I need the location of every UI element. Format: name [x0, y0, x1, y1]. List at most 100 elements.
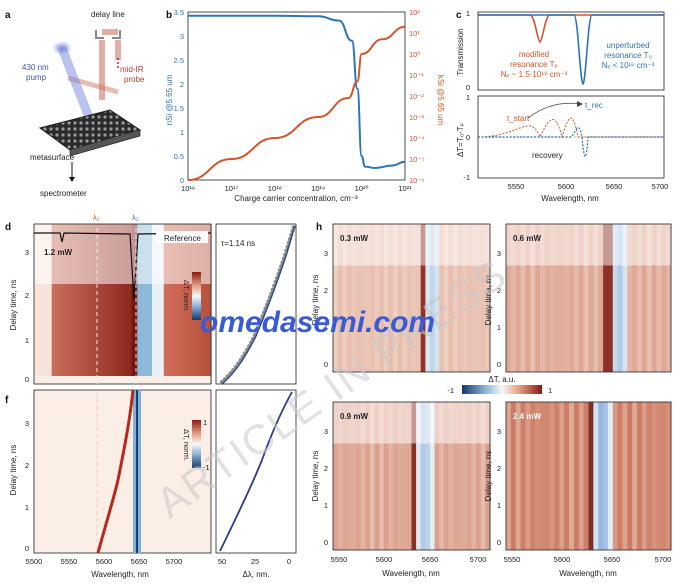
b-ytick-right: 10² — [409, 8, 420, 17]
h-heat-column — [622, 402, 628, 550]
h-heat-column — [485, 402, 491, 550]
h-xlabel: Wavelength, nm — [382, 569, 440, 578]
d-heat-column — [84, 224, 88, 384]
panel-b-left-ticks: 0 0.5 1 1.5 2 2.5 3 3.5 — [174, 8, 184, 185]
h-heat-column — [476, 224, 482, 372]
f-ytick: 2 — [25, 461, 29, 470]
h-xtick: 5650 — [604, 555, 621, 564]
panel-b-ylabel-left: nSi @5.65 um — [165, 74, 174, 125]
c-top-ylabel: Transmission — [456, 28, 465, 75]
d-heat-column — [134, 224, 138, 384]
d-heat-column — [48, 224, 53, 384]
b-ytick-right: 10⁰ — [409, 50, 420, 59]
b-ytick-left: 2 — [180, 80, 184, 89]
h-heat-column — [554, 402, 560, 550]
d-heat-column — [110, 224, 115, 384]
d-heat-column — [169, 224, 174, 384]
c-top-ytick: 1 — [466, 9, 470, 18]
h-heat-column — [457, 402, 463, 550]
h-heat-column — [333, 224, 339, 372]
b-ytick-right: 10⁻² — [409, 92, 424, 101]
h-heat-column — [356, 224, 362, 372]
h-heat-column — [607, 224, 614, 372]
c-xlabel: Wavelength, nm — [541, 194, 599, 203]
h-heat-column — [402, 402, 408, 550]
b-ytick-right: 10¹ — [409, 29, 420, 38]
h-ytick: 1 — [324, 323, 328, 332]
h-heat-column — [430, 224, 436, 372]
h-xtick: 5600 — [554, 555, 571, 564]
b-ytick-left: 1.5 — [174, 104, 184, 113]
f-cbar-tick: -1 — [203, 463, 210, 472]
f-xtick: 5500 — [26, 557, 43, 566]
h-heat-column — [535, 402, 541, 550]
panel-c: c 1 0 Transmission modified resonance Tₚ… — [456, 9, 668, 203]
modified-label-3: Nₑ ~ 1.5·10¹⁹ cm⁻³ — [501, 70, 568, 79]
d-heat-column — [137, 224, 141, 384]
panel-f-letter: f — [5, 395, 9, 406]
h-axes-1 — [332, 223, 491, 373]
h-ytick: 3 — [324, 249, 328, 258]
d-heat-column — [202, 224, 206, 384]
panel-f-axes — [33, 389, 212, 554]
h-heat-column — [530, 224, 536, 372]
h-ytick: 3 — [497, 427, 501, 436]
h-heat-column — [480, 224, 486, 372]
d-heat-column — [60, 224, 65, 384]
h-ytick: 3 — [497, 249, 501, 258]
pump-label-2: pump — [26, 73, 47, 82]
d-ytick: 0 — [25, 375, 29, 384]
h-heat-column — [388, 402, 394, 550]
h-heat-column — [420, 224, 426, 372]
d-ytick: 1 — [25, 336, 29, 345]
h-heat-column — [641, 224, 648, 372]
b-ytick-right: 10⁻⁶ — [409, 176, 424, 185]
h-heat-column — [360, 402, 366, 550]
h-ytick: 1 — [497, 323, 501, 332]
f-cbar-label: ΔT, norm. — [182, 429, 191, 461]
d-heat-column — [131, 224, 135, 384]
d-heat-column — [78, 224, 82, 384]
h-heat-column — [617, 224, 623, 372]
h-heat-column — [525, 224, 531, 372]
h-heat-column — [510, 402, 517, 550]
h-heat-column — [351, 402, 357, 550]
d-heat-column — [87, 224, 91, 384]
d-heat-column — [34, 224, 38, 384]
unperturbed-label-2: resonance T₀ — [604, 51, 652, 60]
h-heat-column — [603, 402, 609, 550]
f-xtick: 5550 — [61, 557, 78, 566]
c-xtick: 5700 — [652, 182, 669, 191]
h-heat-column — [666, 402, 672, 550]
h-heat-column — [346, 402, 352, 550]
d-fade-bottom — [34, 376, 211, 384]
d-heat-column — [54, 224, 59, 384]
d-cbar-label: ΔT, norm. — [182, 280, 191, 312]
h-ylabel: Delay time, ns — [484, 451, 493, 502]
h-heat-column — [525, 402, 531, 550]
h-fade-top — [506, 224, 671, 266]
panel-c-top-axes — [477, 11, 665, 91]
metasurface-label: metasurface — [30, 153, 75, 162]
h-heat-column — [402, 224, 408, 372]
panel-e-axes — [215, 223, 297, 385]
h-heat-column — [622, 224, 628, 372]
d-heat-column — [63, 224, 68, 384]
h-xlabel: Wavelength, nm — [559, 569, 617, 578]
h-heat-column — [425, 402, 431, 550]
h-heat-column — [617, 402, 623, 550]
g-xlabel: Δλ, nm. — [242, 570, 269, 579]
tau-label: τ=1.14 ns — [221, 239, 255, 248]
recovery-label: recovery — [532, 151, 563, 160]
h-heat-column — [439, 402, 445, 550]
f-xtick: 5600 — [96, 557, 113, 566]
h-heat-column — [430, 402, 436, 550]
h-heat-column — [466, 402, 472, 550]
d-heat-column — [101, 224, 106, 384]
h-heat-column — [342, 224, 348, 372]
d-heat-column — [69, 224, 73, 384]
power-label: 1.2 mW — [44, 248, 72, 257]
h-heat-column — [593, 402, 599, 550]
h-heat-column — [471, 224, 477, 372]
h-axes-2 — [505, 223, 672, 373]
